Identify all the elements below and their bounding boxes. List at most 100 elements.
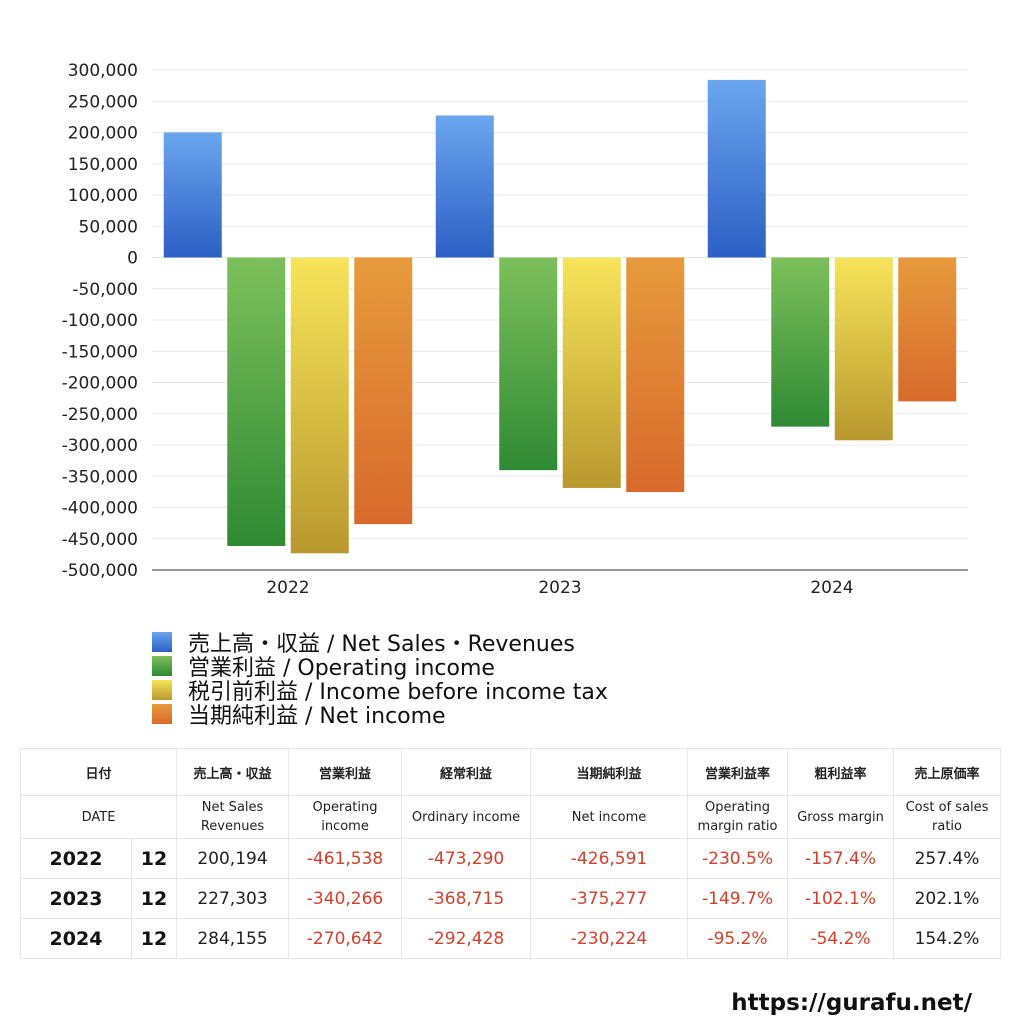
header-net-income-ja: 当期純利益	[530, 748, 689, 796]
row-year: 2023	[20, 878, 132, 919]
x-axis-tick-labels: 2022 2023 2024	[266, 578, 853, 598]
table-header-row-ja: 日付 売上高・収益 営業利益 経常利益 当期純利益 営業利益率 粗利益率 売上原…	[19, 748, 1002, 796]
row-month: 12	[130, 918, 178, 959]
y-tick-label: -150,000	[62, 342, 138, 362]
y-tick-label: -350,000	[62, 467, 138, 487]
bar-2023-series-1	[499, 257, 558, 471]
cell-operating-margin: -149.7%	[687, 878, 789, 919]
header-net-income-en: Net income	[530, 795, 689, 839]
y-tick-label: -200,000	[62, 374, 138, 394]
legend-label: 営業利益 / Operating income	[188, 656, 495, 681]
header-line: Cost of sales	[905, 800, 989, 815]
header-date-ja: 日付	[19, 748, 178, 796]
bar-2023-series-2	[562, 257, 621, 488]
legend-item-net-income: 当期純利益 / Net income	[152, 702, 608, 729]
header-line: margin ratio	[697, 819, 778, 834]
cell-net-sales: 227,303	[176, 878, 290, 919]
header-gross-margin-ja: 粗利益率	[787, 748, 895, 796]
site-url-link[interactable]: https://gurafu.net/	[731, 990, 972, 1016]
legend-item-net-sales: 売上高・収益 / Net Sales・Revenues	[152, 630, 608, 657]
header-ordinary-income-en: Ordinary income	[401, 795, 532, 839]
grid-lines	[152, 69, 968, 540]
cell-ordinary-income: -368,715	[401, 878, 532, 919]
legend-label: 税引前利益 / Income before income tax	[188, 680, 608, 705]
cell-net-income: -426,591	[530, 838, 689, 879]
cell-net-sales: 284,155	[176, 918, 290, 959]
y-axis-tick-labels: 300,000 250,000 200,000 150,000 100,000 50,00…	[62, 61, 138, 581]
bar-2022-series-2	[290, 257, 349, 554]
y-tick-label: -450,000	[62, 530, 138, 550]
y-tick-label: 0	[127, 249, 138, 269]
y-tick-label: 200,000	[68, 124, 138, 144]
header-operating-income-en: Operating income	[288, 795, 403, 839]
cell-operating-income: -270,642	[288, 918, 403, 959]
bar-2024-series-2	[834, 257, 893, 441]
y-tick-label: 50,000	[79, 217, 138, 237]
financial-data-table: 日付 売上高・収益 営業利益 経常利益 当期純利益 営業利益率 粗利益率 売上原…	[19, 748, 1002, 959]
legend-swatch-net-income	[152, 704, 172, 724]
header-line: ratio	[932, 819, 962, 834]
cell-gross-margin: -157.4%	[787, 838, 895, 879]
legend-item-operating-income: 営業利益 / Operating income	[152, 654, 608, 681]
row-year: 2024	[20, 918, 132, 959]
table-header-row-en: DATE Net Sales Revenues Operating income O…	[19, 795, 1002, 839]
legend-label: 当期純利益 / Net income	[188, 704, 446, 729]
bar-2024-series-3	[898, 257, 957, 402]
cell-operating-income: -461,538	[288, 838, 403, 879]
bars	[163, 79, 957, 554]
y-tick-label: 300,000	[68, 61, 138, 81]
header-operating-margin-ja: 営業利益率	[687, 748, 789, 796]
header-cost-of-sales-en: Cost of sales ratio	[893, 795, 1002, 839]
bar-2022-series-3	[354, 257, 413, 525]
row-year: 2022	[20, 838, 132, 879]
y-tick-label: -300,000	[62, 436, 138, 456]
table-row: 2024 12 284,155 -270,642 -292,428 -230,2…	[20, 918, 1002, 959]
bar-2023-series-3	[626, 257, 685, 493]
y-tick-label: 150,000	[68, 155, 138, 175]
cell-cost-of-sales-ratio: 202.1%	[893, 878, 1002, 919]
x-tick-label: 2022	[266, 578, 309, 598]
cell-ordinary-income: -292,428	[401, 918, 532, 959]
y-tick-label: 100,000	[68, 186, 138, 206]
row-month: 12	[130, 878, 178, 919]
header-line: DATE	[81, 809, 116, 825]
table-row: 2022 12 200,194 -461,538 -473,290 -426,5…	[20, 838, 1002, 879]
x-tick-label: 2024	[810, 578, 853, 598]
header-net-sales-ja: 売上高・収益	[176, 748, 290, 796]
header-net-sales-en: Net Sales Revenues	[176, 795, 290, 839]
y-tick-label: 250,000	[68, 92, 138, 112]
cell-net-income: -230,224	[530, 918, 689, 959]
cell-net-income: -375,277	[530, 878, 689, 919]
cell-gross-margin: -54.2%	[787, 918, 895, 959]
header-operating-margin-en: Operating margin ratio	[687, 795, 789, 839]
header-line: Net Sales	[201, 800, 264, 815]
bar-2024-series-0	[707, 79, 766, 258]
header-line: Ordinary income	[411, 809, 521, 825]
cell-gross-margin: -102.1%	[787, 878, 895, 919]
legend-item-income-before-tax: 税引前利益 / Income before income tax	[152, 678, 608, 705]
header-line: Gross margin	[797, 809, 884, 825]
table-row: 2023 12 227,303 -340,266 -368,715 -375,2…	[20, 878, 1002, 919]
header-gross-margin-en: Gross margin	[787, 795, 895, 839]
y-tick-label: -50,000	[72, 280, 138, 300]
header-line: income	[321, 819, 369, 834]
chart-legend: 売上高・収益 / Net Sales・Revenues 営業利益 / Opera…	[152, 630, 608, 729]
header-cost-of-sales-ja: 売上原価率	[893, 748, 1002, 796]
header-date-en: DATE	[19, 795, 178, 839]
header-operating-income-ja: 営業利益	[288, 748, 403, 796]
cell-net-sales: 200,194	[176, 838, 290, 879]
cell-cost-of-sales-ratio: 257.4%	[893, 838, 1002, 879]
legend-swatch-income-before-tax	[152, 680, 172, 700]
x-tick-label: 2023	[538, 578, 581, 598]
y-tick-label: -250,000	[62, 405, 138, 425]
bar-2022-series-0	[163, 132, 222, 258]
header-ordinary-income-ja: 経常利益	[401, 748, 532, 796]
legend-swatch-operating-income	[152, 656, 172, 676]
cell-operating-margin: -95.2%	[687, 918, 789, 959]
header-line: Operating	[705, 800, 771, 815]
legend-label: 売上高・収益 / Net Sales・Revenues	[188, 632, 575, 657]
header-line: Operating	[312, 800, 378, 815]
y-tick-label: -400,000	[62, 499, 138, 519]
bar-chart: 300,000 250,000 200,000 150,000 100,000 50,00…	[62, 61, 968, 598]
y-tick-label: -500,000	[62, 561, 138, 581]
